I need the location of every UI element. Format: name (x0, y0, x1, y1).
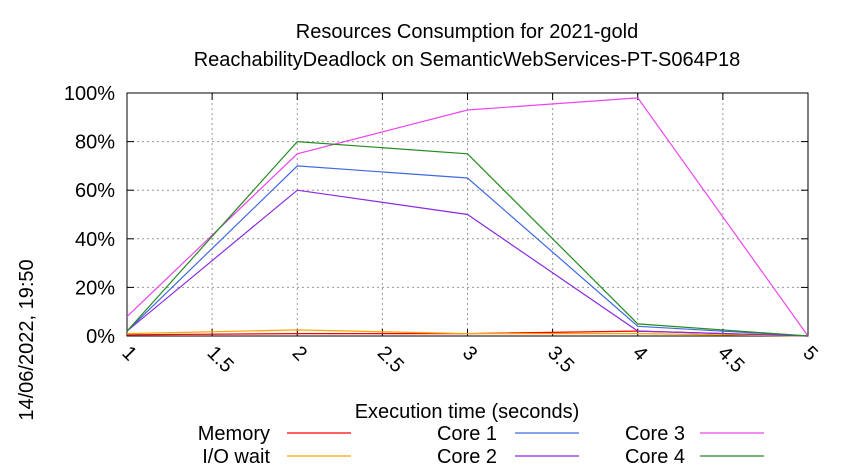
x-tick-label: 3 (458, 342, 481, 365)
x-tick-label: 4.5 (713, 342, 748, 377)
y-tick-label: 80% (75, 132, 115, 154)
x-tick-label: 2 (288, 342, 311, 365)
y-tick-label: 0% (86, 326, 115, 348)
x-tick-label: 5 (798, 342, 821, 365)
series-line-i-o-wait (126, 329, 809, 337)
series-line-core-4 (126, 140, 809, 337)
legend-label-core-1: Core 1 (437, 423, 497, 445)
chart-title: Resources Consumption for 2021-gold (296, 21, 638, 43)
legend-label-core-3: Core 3 (625, 423, 685, 445)
chart-subtitle: ReachabilityDeadlock on SemanticWebServi… (194, 49, 741, 71)
series-line-core-2 (126, 189, 809, 337)
x-tick-label: 2.5 (373, 342, 408, 377)
legend-label-core-4: Core 4 (625, 446, 685, 468)
x-tick-label: 4 (628, 342, 651, 365)
timestamp-label: 14/06/2022, 19:50 (16, 259, 38, 420)
x-axis-label: Execution time (seconds) (355, 401, 580, 423)
legend-label-i-o-wait: I/O wait (202, 446, 270, 468)
x-tick-label: 3.5 (543, 342, 578, 377)
series-lines (126, 97, 809, 337)
y-tick-label: 20% (75, 277, 115, 299)
series-line-core-1 (126, 165, 809, 337)
y-tick-label: 60% (75, 180, 115, 202)
y-tick-label: 40% (75, 229, 115, 251)
legend-label-core-2: Core 2 (437, 446, 497, 468)
y-tick-label: 100% (64, 83, 115, 105)
series-line-core-3 (126, 97, 809, 337)
legend-label-memory: Memory (198, 423, 270, 445)
x-tick-label: 1.5 (203, 342, 238, 377)
y-axis-ticks: 0% 20% 40% 60% 80% 100% (64, 83, 808, 348)
x-tick-label: 1 (117, 342, 140, 365)
